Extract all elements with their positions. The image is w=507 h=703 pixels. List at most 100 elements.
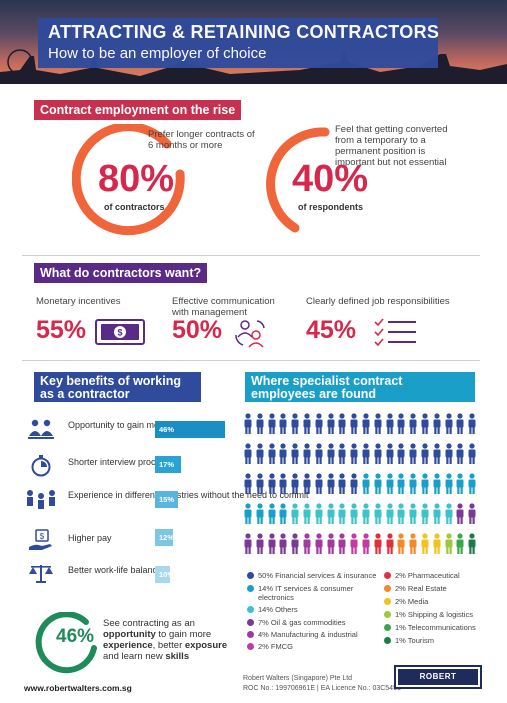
person-icon [444,533,454,555]
person-icon [467,503,477,525]
person-icon [408,413,418,435]
highlight-ring [35,612,97,674]
arc-40-graphic [266,127,330,233]
benefit-value-1: 46% [159,425,175,434]
person-icon [432,503,442,525]
person-icon [361,503,371,525]
person-icon [326,503,336,525]
page-title: ATTRACTING & RETAINING CONTRACTORS [48,22,440,42]
legend-dot [247,631,254,638]
stat2-description: Feel that getting converted from a tempo… [335,124,448,168]
person-icon [290,533,300,555]
legend-dot [247,619,254,626]
person-icon [408,473,418,495]
legend-dot [384,598,391,605]
person-icon [337,533,347,555]
person-icon [243,473,253,495]
person-icon [349,413,359,435]
benefit-label-3: Experience in different industries witho… [68,490,309,500]
person-icon [467,413,477,435]
benefit-label-1: Opportunity to gain more exposure [68,420,207,430]
want-value-3: 45% [306,316,357,344]
person-icon [385,443,395,465]
stat1-label: of contractors [104,202,165,212]
person-icon [455,413,465,435]
section-title-where-found: Where specialist contract employees are … [245,372,475,402]
benefit-value-3: 15% [159,495,175,504]
person-icon [455,473,465,495]
person-icon [396,413,406,435]
person-icon [349,473,359,495]
person-icon [314,413,324,435]
legend-dot [384,572,391,579]
person-icon [408,503,418,525]
person-icon [243,503,253,525]
person-icon [361,443,371,465]
person-icon [432,533,442,555]
benefit-bar-3: 15% [155,491,178,508]
benefit-value-5: 10% [159,570,175,579]
stat1-value: 80% [98,158,175,200]
person-icon [373,413,383,435]
want-label-3: Clearly defined job responsibilities [306,296,450,307]
website-link[interactable]: www.robertwalters.com.sg [24,683,132,693]
person-icon [444,503,454,525]
person-icon [349,443,359,465]
legend-dot [384,611,391,618]
person-icon [326,473,336,495]
person-icon [278,473,288,495]
person-icon [267,413,277,435]
person-icon [349,533,359,555]
person-icon [267,473,277,495]
want-value-1: 55% [36,316,87,344]
person-icon [267,533,277,555]
page-subtitle: How to be an employer of choice [48,45,267,62]
person-icon [337,503,347,525]
person-icon [243,443,253,465]
person-icon [290,503,300,525]
person-icon [432,443,442,465]
person-icon [467,473,477,495]
benefit-bar-4: 12% [155,529,174,546]
person-icon [420,503,430,525]
section-title-key-benefits: Key benefits of working as a contractor [34,372,201,402]
balance-icon [29,565,53,583]
person-icon [278,413,288,435]
person-icon [314,533,324,555]
legend-dot [384,585,391,592]
arc-80-graphic [72,124,185,236]
person-icon [314,503,324,525]
legend-dot [247,606,254,613]
highlight-value: 46% [56,626,95,647]
person-icon [349,503,359,525]
person-icon [455,443,465,465]
benefit-bar-5: 10% [155,566,174,583]
person-icon [455,503,465,525]
person-icon [396,473,406,495]
person-icon [326,533,336,555]
person-icon [302,473,312,495]
person-icon [255,413,265,435]
person-icon [278,443,288,465]
person-icon [373,443,383,465]
legend-dot [384,637,391,644]
person-icon [337,443,347,465]
person-icon [373,533,383,555]
person-icon [467,533,477,555]
person-icon [267,503,277,525]
want-label-2: Effective communication with management [172,296,275,318]
stat2-label: of respondents [298,202,364,212]
person-icon [361,413,371,435]
person-icon [326,413,336,435]
industries-icon [27,490,55,509]
person-icon [243,533,253,555]
svg-text:$: $ [117,328,122,338]
benefit-label-5: Better work-life balance [68,565,163,575]
person-icon [420,413,430,435]
pay-icon: $ [29,529,52,550]
want-value-2: 50% [172,316,223,344]
person-icon [314,443,324,465]
person-icon [255,443,265,465]
person-icon [290,443,300,465]
person-icon [408,533,418,555]
